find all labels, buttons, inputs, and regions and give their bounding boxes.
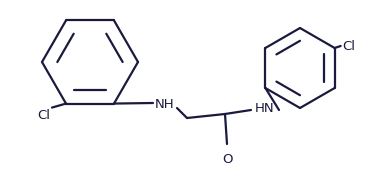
- Text: NH: NH: [155, 97, 175, 110]
- Text: O: O: [222, 153, 232, 166]
- Text: HN: HN: [255, 102, 275, 115]
- Text: Cl: Cl: [343, 40, 356, 53]
- Text: Cl: Cl: [37, 109, 50, 122]
